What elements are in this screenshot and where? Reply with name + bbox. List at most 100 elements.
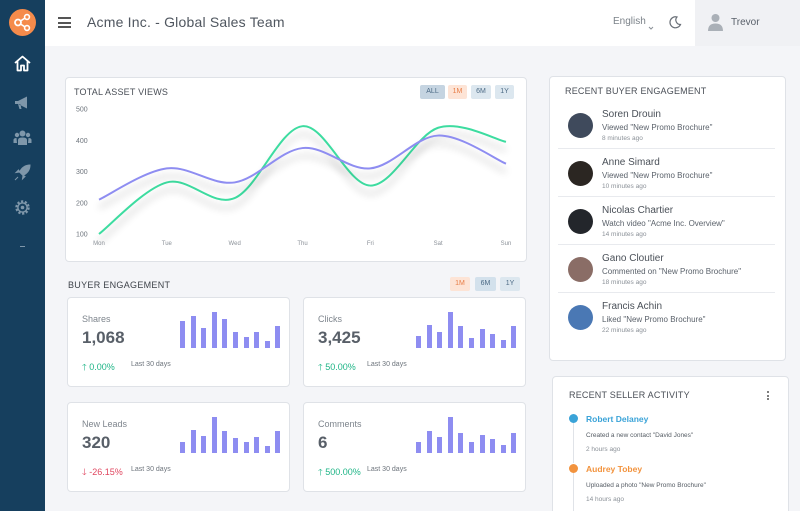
spark-bar	[201, 436, 207, 453]
arrow-down-icon: 🡓	[82, 467, 87, 477]
menu-icon[interactable]	[58, 17, 71, 28]
recent-seller-activity-title: RECENT SELLER ACTIVITY	[569, 390, 690, 400]
filter-6m-button[interactable]: 6M	[471, 85, 491, 99]
metric-sparkbars	[180, 312, 281, 348]
home-icon[interactable]	[12, 53, 33, 74]
seller-name[interactable]: Robert Delaney	[586, 414, 649, 424]
language-selector[interactable]: English	[613, 16, 646, 27]
spark-bar	[458, 326, 464, 348]
buyer-action: Commented on "New Promo Brochure"	[602, 267, 742, 276]
list-item[interactable]: Soren Drouin Viewed "New Promo Brochure"…	[558, 101, 775, 149]
spark-bar	[490, 439, 496, 453]
series-line-1	[98, 134, 507, 201]
list-item[interactable]: Anne Simard Viewed "New Promo Brochure" …	[558, 149, 775, 197]
buyer-time: 10 minutes ago	[602, 183, 647, 190]
metric-label: New Leads	[82, 419, 128, 429]
filter-all-button[interactable]: ALL	[420, 85, 445, 99]
timeline-line	[573, 423, 574, 463]
spark-bar	[233, 438, 238, 453]
engagement-filter-6m-button[interactable]: 6M	[475, 277, 496, 291]
avatar	[568, 161, 593, 186]
spark-bar	[416, 336, 421, 348]
y-tick-label: 100	[76, 232, 88, 239]
avatar	[568, 305, 593, 330]
spark-bar	[264, 446, 270, 453]
spark-bar	[437, 437, 443, 453]
spark-bar	[500, 340, 506, 348]
spark-bar	[243, 442, 249, 453]
buyer-action: Watch video "Acme Inc. Overview"	[602, 219, 725, 228]
arrow-up-icon: 🡑	[82, 362, 87, 372]
asset-views-chart: 100 200 300 400 500 Mon Tue Wed Thu Fri Sat Sun	[76, 107, 511, 248]
x-tick-label: Tue	[162, 241, 173, 247]
metric-card-comments[interactable]: Comments 6 🡑 500.00% Last 30 days	[303, 402, 526, 492]
buyer-time: 18 minutes ago	[602, 279, 647, 286]
buyer-action: Liked "New Promo Brochure"	[602, 315, 706, 324]
list-item[interactable]: Francis Achin Liked "New Promo Brochure"…	[558, 293, 775, 341]
avatar-icon	[707, 13, 724, 31]
filter-1y-button[interactable]: 1Y	[495, 85, 514, 99]
timeline-line	[573, 473, 574, 511]
recent-buyer-engagement-title: RECENT BUYER ENGAGEMENT	[565, 86, 707, 96]
metric-card-new-leads[interactable]: New Leads 320 🡓 -26.15% Last 30 days	[67, 402, 290, 492]
metric-label: Comments	[318, 419, 362, 429]
buyer-name: Soren Drouin	[602, 109, 661, 120]
metric-change: 🡑 50.00%	[318, 362, 356, 372]
spark-bar	[447, 417, 453, 453]
spark-bar	[222, 319, 228, 348]
spark-bar	[511, 326, 517, 348]
chevron-down-icon[interactable]	[648, 18, 654, 30]
sidebar	[0, 0, 45, 511]
series-line-0	[98, 125, 507, 235]
spark-bar	[180, 321, 185, 348]
metric-sparkbars	[416, 312, 517, 348]
more-options-icon[interactable]	[767, 391, 771, 403]
spark-bar	[254, 332, 260, 348]
avatar	[568, 209, 593, 234]
spark-bar	[180, 442, 185, 453]
spark-bar	[511, 433, 517, 453]
buyer-time: 22 minutes ago	[602, 327, 647, 334]
timeline-dot-icon	[569, 414, 578, 423]
rocket-icon[interactable]	[12, 162, 33, 183]
spark-bar	[190, 430, 196, 453]
seller-activity: Uploaded a photo "New Promo Brochure"	[586, 482, 706, 489]
y-tick-label: 200	[76, 200, 88, 207]
metric-card-shares[interactable]: Shares 1,068 🡑 0.00% Last 30 days	[67, 297, 290, 387]
metric-value: 1,068	[82, 328, 125, 347]
metric-period: Last 30 days	[131, 361, 171, 368]
user-menu[interactable]: Trevor	[695, 0, 800, 46]
buyer-name: Nicolas Chartier	[602, 205, 674, 216]
y-tick-label: 400	[76, 138, 88, 145]
spark-bar	[222, 431, 228, 453]
spark-bar	[437, 332, 443, 348]
avatar	[568, 257, 593, 282]
dark-mode-toggle-icon[interactable]	[668, 15, 682, 29]
metric-change: 🡓 -26.15%	[82, 467, 123, 477]
megaphone-icon[interactable]	[12, 92, 33, 113]
seller-name[interactable]: Audrey Tobey	[586, 464, 643, 474]
filter-1m-button[interactable]: 1M	[448, 85, 467, 99]
spark-bar	[211, 417, 217, 453]
list-item[interactable]: Gano Cloutier Commented on "New Promo Br…	[558, 245, 775, 293]
spark-bar	[190, 316, 196, 348]
metric-card-clicks[interactable]: Clicks 3,425 🡑 50.00% Last 30 days	[303, 297, 526, 387]
spark-bar	[469, 338, 474, 348]
arrow-up-icon: 🡑	[318, 467, 323, 477]
sidebar-divider	[20, 246, 25, 247]
x-tick-label: Mon	[93, 241, 105, 247]
engagement-filter-1y-button[interactable]: 1Y	[500, 277, 520, 291]
buyer-engagement-title: BUYER ENGAGEMENT	[68, 280, 171, 290]
spark-bar	[211, 312, 217, 348]
page-title: Acme Inc. - Global Sales Team	[87, 14, 285, 30]
engagement-filter-1m-button[interactable]: 1M	[450, 277, 470, 291]
team-icon[interactable]	[12, 127, 33, 148]
gear-icon[interactable]	[12, 197, 33, 218]
metric-change: 🡑 500.00%	[318, 467, 361, 477]
metric-sparkbars	[416, 417, 517, 453]
spark-bar	[275, 431, 281, 453]
avatar	[568, 113, 593, 138]
app-logo-icon[interactable]	[9, 9, 36, 36]
metric-change: 🡑 0.00%	[82, 362, 115, 372]
list-item[interactable]: Nicolas Chartier Watch video "Acme Inc. …	[558, 197, 775, 245]
